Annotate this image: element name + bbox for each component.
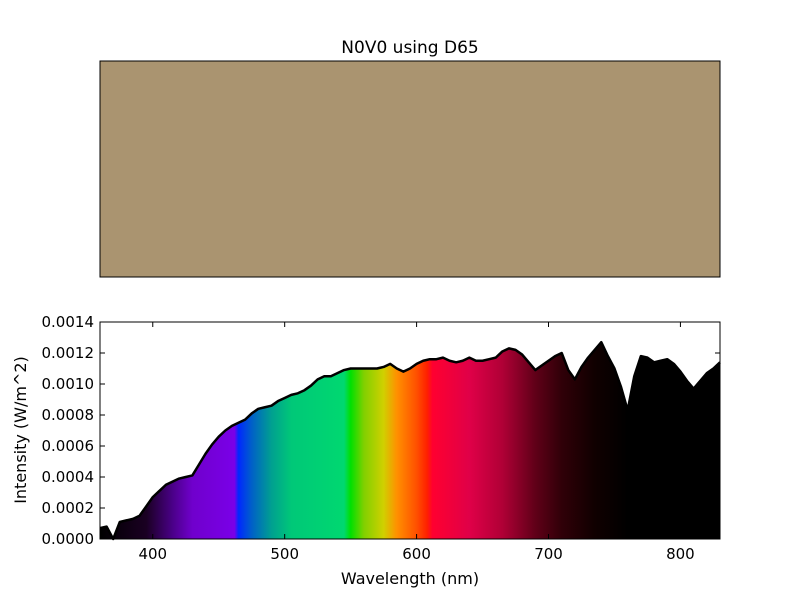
y-tick-label: 0.0012 xyxy=(42,344,95,362)
y-tick-label: 0.0010 xyxy=(42,375,95,393)
y-tick-label: 0.0002 xyxy=(42,499,95,517)
y-tick-label: 0.0006 xyxy=(42,437,95,455)
x-tick-label: 500 xyxy=(270,545,299,563)
y-tick-label: 0.0004 xyxy=(42,468,95,486)
y-axis-label: Intensity (W/m^2) xyxy=(11,356,30,504)
x-tick-label: 800 xyxy=(666,545,695,563)
x-tick-label: 700 xyxy=(534,545,563,563)
y-tick-label: 0.0014 xyxy=(42,313,95,331)
spectrum-outline xyxy=(99,340,721,541)
x-tick-label: 400 xyxy=(138,545,167,563)
y-tick-label: 0.0000 xyxy=(42,530,95,548)
color-swatch xyxy=(99,60,721,278)
swatch-title: N0V0 using D65 xyxy=(341,38,478,58)
plot-frame xyxy=(99,321,721,540)
x-tick-label: 600 xyxy=(402,545,431,563)
spectrum-area xyxy=(100,342,720,539)
spectrum-plot: 400 500 600 700 800 0.0000 0.0002 0.0004 0.0006 0… xyxy=(42,313,721,563)
y-tick-label: 0.0008 xyxy=(42,406,95,424)
x-axis-label: Wavelength (nm) xyxy=(341,569,479,588)
